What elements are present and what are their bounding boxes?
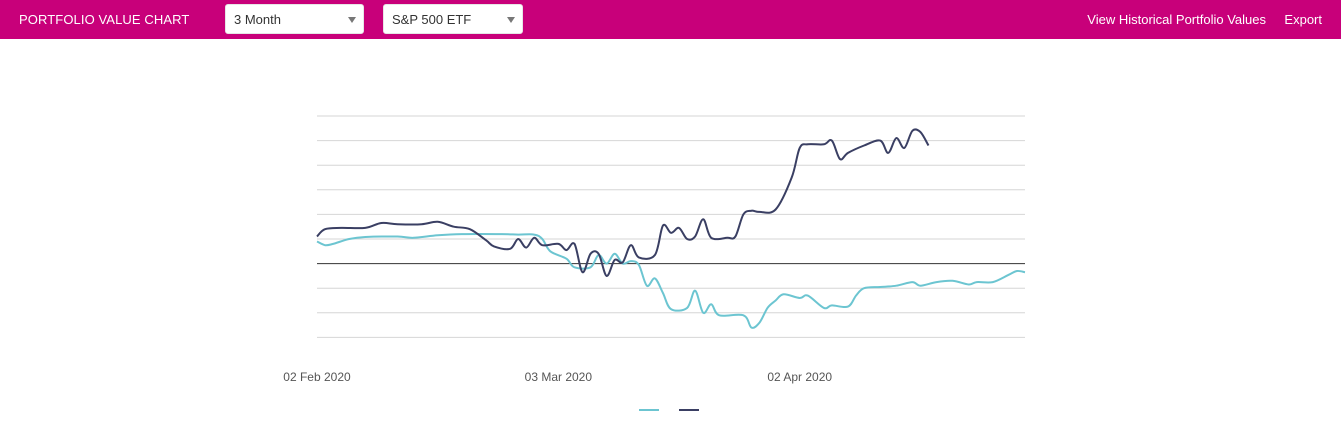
benchmark-select-value: S&P 500 ETF bbox=[392, 12, 472, 27]
series-layer bbox=[316, 128, 1026, 329]
export-link[interactable]: Export bbox=[1284, 12, 1322, 27]
benchmark-select[interactable]: S&P 500 ETF bbox=[383, 4, 523, 34]
series-line-1 bbox=[316, 232, 1026, 329]
x-tick-label: 02 Feb 2020 bbox=[283, 370, 351, 384]
period-select[interactable]: 3 Month bbox=[225, 4, 364, 34]
page-title: PORTFOLIO VALUE CHART bbox=[19, 12, 190, 27]
chevron-down-icon bbox=[507, 17, 515, 23]
portfolio-value-chart: 02 Feb 2020 03 Mar 2020 02 Apr 2020 bbox=[283, 115, 1026, 411]
chevron-down-icon bbox=[348, 17, 356, 23]
view-historical-values-link[interactable]: View Historical Portfolio Values bbox=[1087, 12, 1266, 27]
x-tick-label: 02 Apr 2020 bbox=[767, 370, 832, 384]
period-select-value: 3 Month bbox=[234, 12, 281, 27]
x-tick-label: 03 Mar 2020 bbox=[525, 370, 593, 384]
series-line-2 bbox=[316, 128, 930, 277]
x-axis-ticks: 02 Feb 2020 03 Mar 2020 02 Apr 2020 bbox=[283, 370, 832, 384]
grid-lines bbox=[317, 115, 1025, 338]
header-bar: PORTFOLIO VALUE CHART 3 Month S&P 500 ET… bbox=[0, 0, 1341, 39]
